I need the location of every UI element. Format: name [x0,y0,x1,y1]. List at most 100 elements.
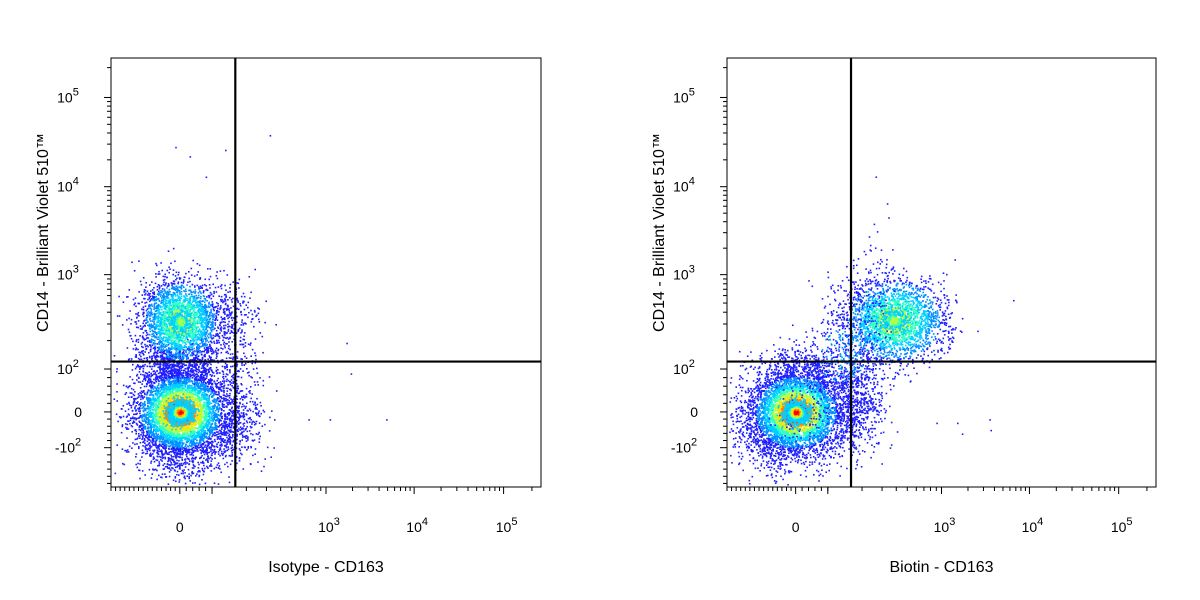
event-dot [189,420,191,423]
event-dot [120,431,123,434]
event-dot [157,379,159,381]
event-dot [226,425,228,428]
event-dot [129,422,131,425]
event-dot [168,431,171,434]
event-dot [208,387,211,390]
event-dot [132,388,135,391]
event-dot [186,457,189,460]
event-dot [160,386,163,389]
event-dot [201,439,204,442]
event-dot [211,426,213,428]
event-dot [192,369,194,372]
event-dot [203,441,205,444]
event-dot [148,375,150,377]
event-dot [214,382,216,385]
event-dot [210,424,212,426]
event-dot [241,434,244,437]
event-dot [206,406,208,408]
event-dot [207,391,209,393]
event-dot [162,421,165,424]
event-dot [204,374,206,377]
event-dot [138,447,140,450]
event-dot [253,423,256,426]
event-dot [230,375,233,378]
event-dot [166,463,169,465]
event-dot [170,381,173,384]
event-dot [195,389,197,391]
event-dot [162,418,165,421]
event-dot [130,417,133,420]
event-dot [215,391,218,393]
event-dot [188,397,191,400]
event-dot [213,445,215,448]
event-dot [145,422,147,424]
event-dot [174,377,177,379]
event-dot [165,476,167,478]
event-dot [189,451,191,453]
event-dot [160,428,162,430]
event-dot [161,379,164,381]
event-dot [193,358,195,360]
event-dot [251,393,253,395]
event-dot [186,391,188,393]
event-dot [254,402,256,404]
event-dot [226,426,228,429]
event-dot [200,390,202,393]
event-dot [172,384,175,386]
event-dot [206,349,208,352]
event-dot [126,428,128,430]
event-dot [202,384,204,386]
event-dot [203,429,206,432]
event-dot [178,467,181,470]
event-dot [229,463,232,466]
event-dot [146,396,148,399]
event-dot [174,437,177,439]
event-dot [131,417,134,420]
event-dot [230,357,232,359]
event-dot [203,389,206,391]
event-dot [184,472,186,474]
event-dot [198,395,200,398]
event-dot [193,435,196,438]
event-dot [191,449,194,452]
event-dot [203,437,205,440]
event-dot [167,458,170,460]
event-dot [162,391,165,394]
event-dot [172,385,174,387]
event-dot [252,440,254,442]
event-dot [134,382,136,385]
event-dot [143,413,146,415]
event-dot [126,427,129,429]
event-dot [215,357,218,359]
event-dot [170,462,172,464]
event-dot [127,359,130,361]
event-dot [147,435,150,438]
event-dot [212,372,215,374]
event-dot [219,435,221,438]
event-dot [140,401,142,404]
event-dot [207,442,209,445]
event-dot [231,437,233,439]
event-dot [135,463,137,466]
event-dot [116,444,118,446]
event-dot [190,431,193,433]
event-dot [148,437,150,439]
event-dot [178,350,181,352]
event-dot [178,362,181,365]
event-dot [190,453,193,456]
event-dot [213,393,215,396]
event-dot [167,460,169,463]
event-dot [199,409,201,411]
event-dot [133,421,136,424]
event-dot [182,472,184,475]
event-dot [197,387,200,390]
event-dot [151,431,153,434]
event-dot [220,390,223,392]
event-dot [161,393,164,395]
event-dot [202,425,204,428]
event-dot [152,388,155,390]
event-dot [184,438,186,441]
event-dot [198,416,200,418]
event-dot [172,377,175,380]
